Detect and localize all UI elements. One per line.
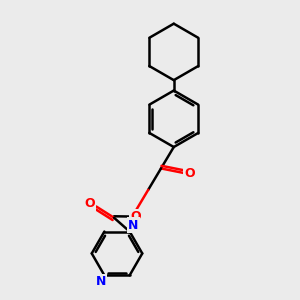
Text: O: O <box>84 197 95 210</box>
Text: O: O <box>130 210 141 223</box>
Text: O: O <box>184 167 195 180</box>
Text: N: N <box>128 219 139 232</box>
Text: N: N <box>95 275 106 288</box>
